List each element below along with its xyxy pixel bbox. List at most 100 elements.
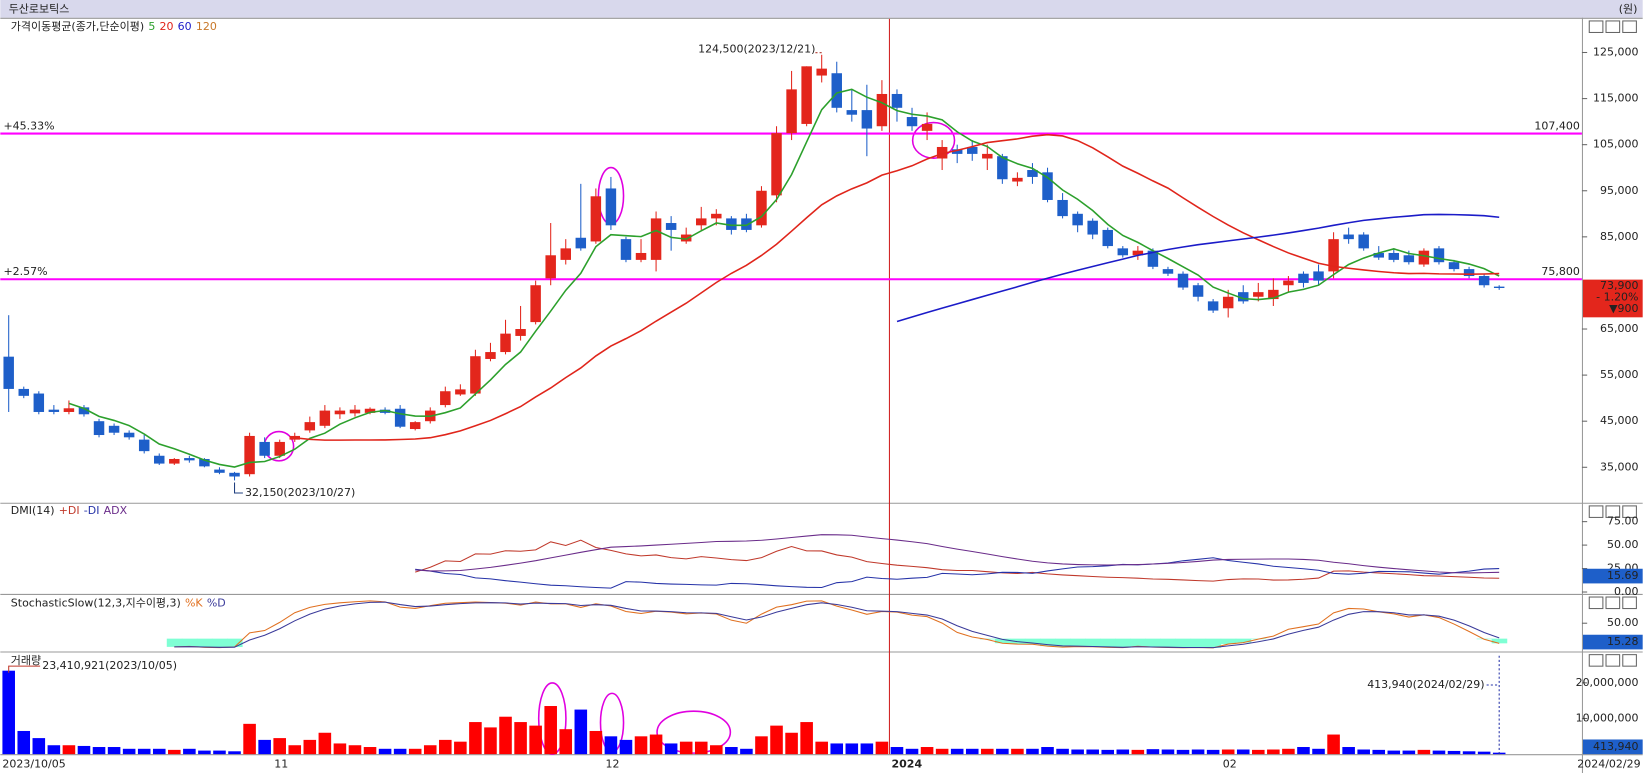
candle-body — [575, 237, 587, 249]
dmi-tag — [1582, 568, 1643, 584]
volume-bar — [288, 745, 302, 755]
volume-max-pointer — [8, 665, 41, 673]
candle-body — [1162, 269, 1174, 274]
dmi-line — [415, 539, 1500, 582]
y-tick-label: 95,000 — [1600, 184, 1638, 197]
high-annotation: 124,500(2023/12/21) — [698, 43, 815, 56]
oversold-fill — [211, 638, 228, 648]
candle-body — [244, 435, 255, 475]
candle-body — [229, 472, 240, 477]
volume-bar — [800, 722, 813, 755]
oversold-fill — [227, 638, 243, 648]
volume-bar — [1101, 749, 1115, 755]
candle-body — [154, 455, 165, 464]
panel-icons[interactable] — [1588, 20, 1637, 667]
candle-body — [1268, 289, 1279, 300]
volume-bar — [228, 751, 241, 755]
title-bar — [0, 0, 1643, 18]
y-tick-label: 105,000 — [1593, 138, 1638, 151]
price-tag-pct: - 1.20% — [1596, 290, 1638, 303]
candle-body — [1192, 285, 1204, 297]
panel-borders — [0, 17, 1643, 773]
candle-body — [1072, 213, 1083, 226]
candle-body — [545, 255, 556, 279]
volume-bar — [785, 732, 798, 755]
candle-body — [394, 408, 406, 427]
volume-bar — [1447, 750, 1461, 755]
low-pointer — [234, 482, 243, 494]
volume-bar — [1086, 749, 1099, 755]
reference-label: 75,800 — [1541, 265, 1579, 278]
candle-body — [214, 469, 225, 473]
candle-body — [1177, 273, 1189, 288]
volume-tag — [1582, 739, 1643, 755]
candle-body — [455, 389, 466, 395]
y-tick-label: 20,000,000 — [1576, 676, 1639, 689]
candle-body — [876, 93, 888, 127]
panel-title: 가격이동평균(종가,단순이평) — [11, 20, 144, 33]
volume-bar — [318, 732, 332, 755]
moving-average — [68, 88, 1500, 468]
candle-body — [967, 146, 978, 154]
volume-bar — [1056, 748, 1069, 755]
candle-body — [274, 441, 285, 456]
dmi-legend: +DI — [59, 504, 80, 517]
candle-body — [665, 223, 677, 230]
candle-body — [319, 410, 331, 426]
volume-bar — [439, 739, 452, 755]
oversold-fill — [1190, 638, 1207, 648]
candle-body — [515, 329, 526, 336]
oversold-fill — [1085, 638, 1101, 647]
ma-legend: 60 — [178, 20, 192, 33]
volume-bar — [378, 748, 392, 755]
volume-bar — [1146, 749, 1160, 755]
candle-body — [304, 422, 316, 431]
candle-body — [1253, 292, 1264, 297]
y-tick-label: 65,000 — [1600, 322, 1638, 335]
volume-bar — [258, 739, 271, 755]
candle-body — [997, 156, 1008, 180]
candle-body — [771, 133, 782, 196]
panel-title: DMI(14) — [11, 504, 55, 517]
candle-body — [951, 149, 963, 154]
volume-bar — [514, 722, 527, 755]
volume-bar — [47, 745, 61, 755]
volume-bar — [62, 745, 76, 755]
price-tag-change: ▼900 — [1609, 302, 1638, 315]
ma-legend: 20 — [160, 20, 174, 33]
volume-bar — [92, 747, 106, 755]
volume-bar — [935, 748, 949, 755]
volume-bar — [1402, 750, 1416, 755]
candle-body — [3, 356, 14, 389]
candle-body — [1448, 262, 1460, 270]
oversold-fill — [1145, 638, 1161, 648]
volume-bar — [679, 741, 693, 755]
volume-bar — [1221, 749, 1235, 755]
volume-bar — [1041, 747, 1054, 755]
x-tick-label: 02 — [1223, 758, 1237, 771]
volume-bar — [770, 725, 783, 755]
y-tick-label: 50.00 — [1607, 538, 1638, 551]
candle-body — [1313, 271, 1324, 281]
ma-legend: 5 — [148, 20, 155, 33]
candle-body — [1042, 172, 1053, 200]
candle-body — [184, 458, 195, 461]
oversold-fill — [1220, 638, 1237, 645]
oversold-fill — [1160, 638, 1177, 648]
oversold-fill — [1175, 638, 1192, 648]
window-title: 두산로보틱스 — [9, 2, 70, 15]
volume-bar — [589, 730, 603, 755]
volume-bar — [1267, 749, 1280, 755]
stochastic-line — [174, 600, 1500, 649]
x-tick-label: 11 — [274, 758, 288, 771]
stochastic-legend: %D — [207, 596, 226, 609]
candle-body — [801, 66, 812, 124]
volume-bar — [815, 741, 828, 755]
oversold-fill — [1070, 638, 1086, 647]
volume-bar — [499, 716, 512, 755]
candle-body — [1373, 252, 1384, 258]
volume-bar — [454, 741, 467, 755]
volume-bar — [273, 738, 286, 755]
candle-body — [1207, 301, 1219, 311]
candle-body — [409, 422, 421, 430]
